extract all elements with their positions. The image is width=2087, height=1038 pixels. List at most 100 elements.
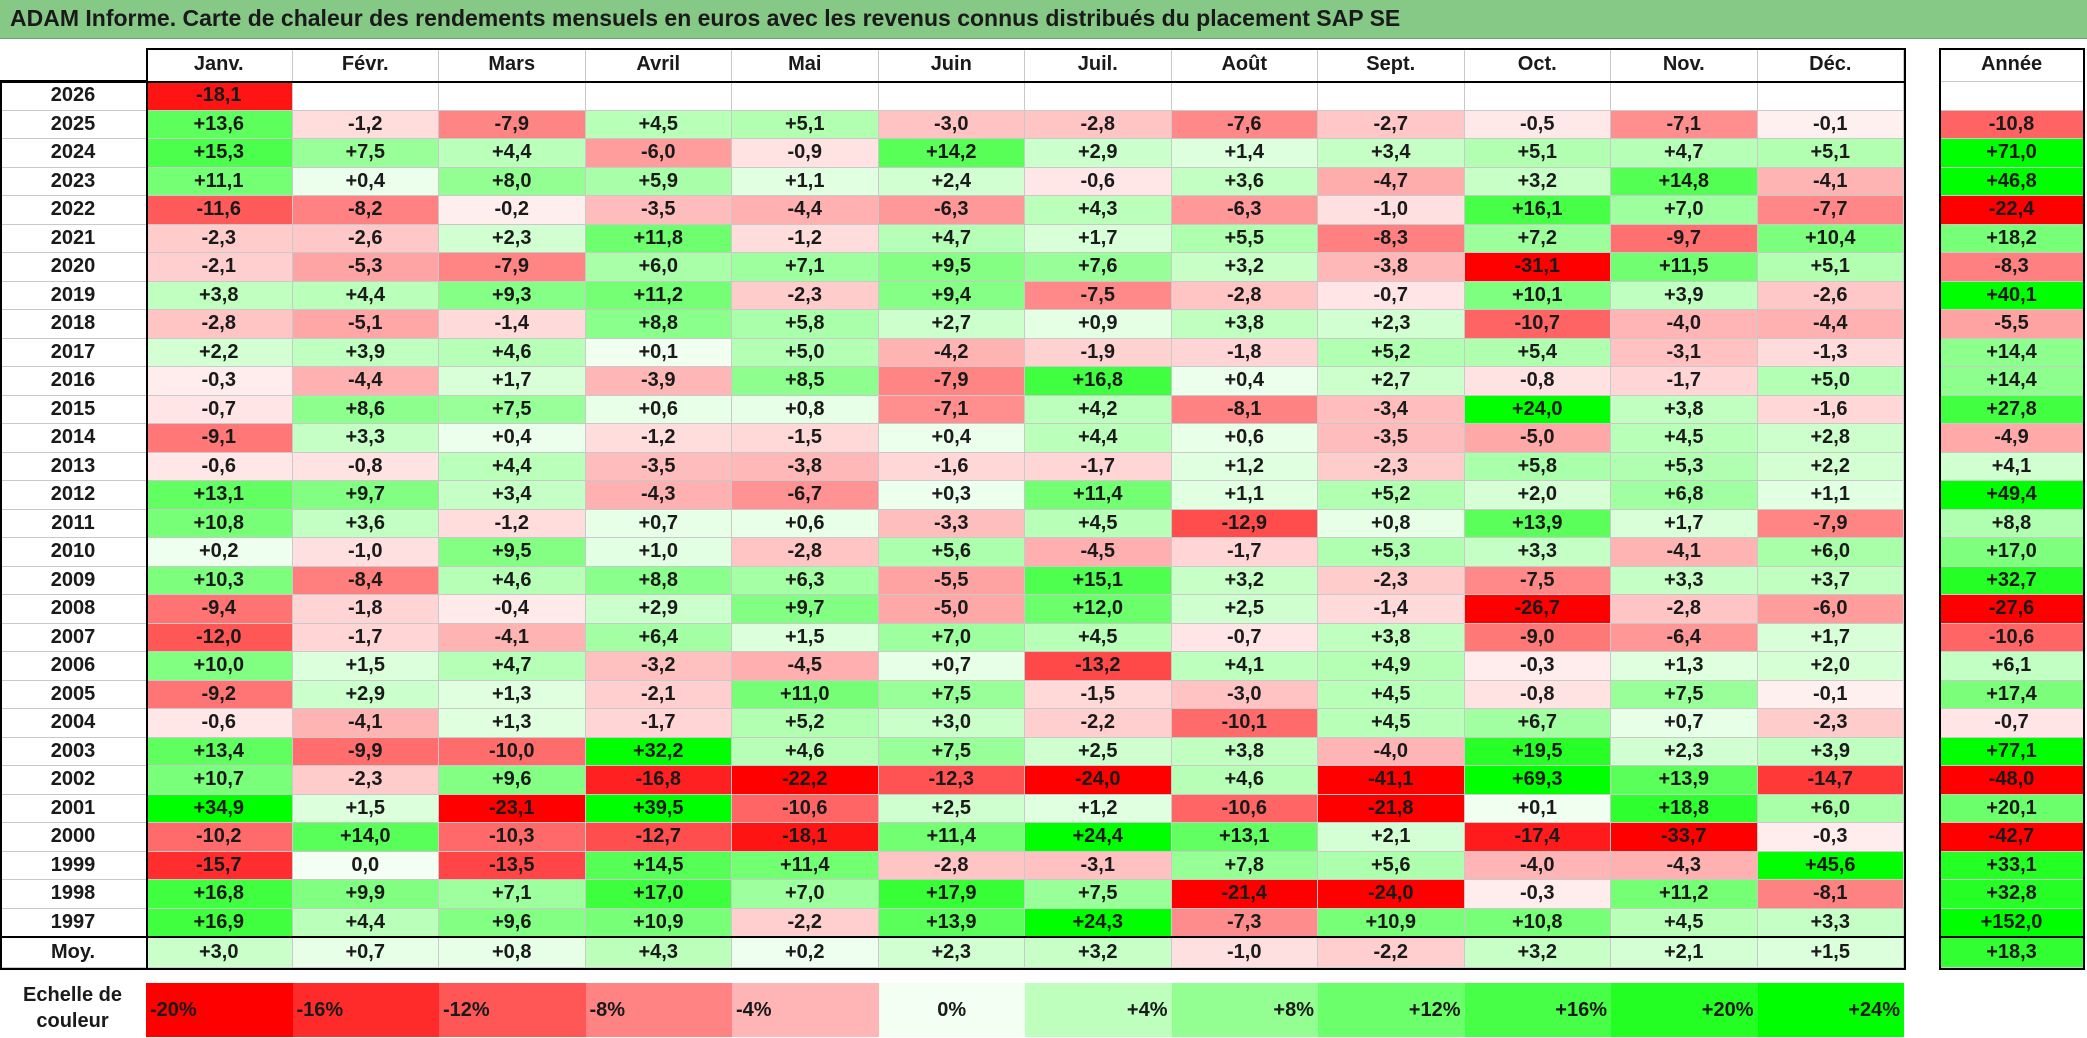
- heatmap-cell: +11,4: [732, 851, 879, 880]
- average-cell: -1,0: [1171, 938, 1318, 968]
- heatmap-cell: +7,1: [732, 253, 879, 282]
- heatmap-cell: +0,1: [585, 338, 732, 367]
- heatmap-cell: +13,9: [1464, 509, 1611, 538]
- heatmap-cell: -6,0: [1757, 595, 1904, 624]
- heatmap-cell: +0,7: [585, 509, 732, 538]
- heatmap-cell: +1,5: [292, 652, 439, 681]
- heatmap-cell: +17,0: [585, 880, 732, 909]
- annual-cell: -22,4: [1939, 196, 2085, 225]
- heatmap-cell: +0,6: [732, 509, 879, 538]
- annual-cell: +32,7: [1939, 566, 2085, 595]
- heatmap-cell: +6,0: [1757, 538, 1904, 567]
- heatmap-cell: +0,6: [1171, 424, 1318, 453]
- heatmap-cell: +4,5: [1318, 680, 1465, 709]
- heatmap-cell: -2,3: [1318, 566, 1465, 595]
- heatmap-cell: -2,8: [146, 310, 293, 339]
- heatmap-cell: +24,0: [1464, 395, 1611, 424]
- heatmap-cell: +3,9: [292, 338, 439, 367]
- heatmap-cell: +11,2: [1611, 880, 1758, 909]
- heatmap-cell: -1,5: [732, 424, 879, 453]
- year-label: 2016: [0, 367, 146, 396]
- heatmap-cell: -0,5: [1464, 110, 1611, 139]
- heatmap-cell: +3,0: [878, 709, 1025, 738]
- year-label: 2023: [0, 167, 146, 196]
- heatmap-cell: +2,3: [1611, 737, 1758, 766]
- year-label: 2018: [0, 310, 146, 339]
- heatmap-cell: +5,6: [878, 538, 1025, 567]
- heatmap-cell: +9,6: [439, 766, 586, 795]
- heatmap-cell: +3,8: [146, 281, 293, 310]
- color-scale-label-line1: Echelle de: [23, 984, 122, 1006]
- heatmap-cell: +3,3: [1464, 538, 1611, 567]
- annual-cell: +33,1: [1939, 851, 2085, 880]
- heatmap-cell: +9,5: [439, 538, 586, 567]
- heatmap-cell: +5,3: [1611, 452, 1758, 481]
- heatmap-cell: +5,2: [1318, 481, 1465, 510]
- heatmap-cell: +5,8: [732, 310, 879, 339]
- average-label: Moy.: [0, 938, 146, 968]
- heatmap-cell: +15,3: [146, 139, 293, 168]
- average-cell: +3,2: [1025, 938, 1172, 968]
- heatmap-cell: +3,3: [1611, 566, 1758, 595]
- heatmap-cell: -0,7: [146, 395, 293, 424]
- heatmap-cell: -12,9: [1171, 509, 1318, 538]
- month-header: Oct.: [1464, 48, 1611, 82]
- heatmap-cell: +0,8: [732, 395, 879, 424]
- heatmap-cell: -18,1: [146, 82, 293, 111]
- heatmap-cell: +1,2: [1171, 452, 1318, 481]
- heatmap-cell: -7,3: [1171, 908, 1318, 937]
- heatmap-cell: +16,9: [146, 908, 293, 937]
- heatmap-cell: +9,7: [732, 595, 879, 624]
- heatmap-cell: -1,8: [1171, 338, 1318, 367]
- heatmap-cell: +10,1: [1464, 281, 1611, 310]
- heatmap-cell: -1,6: [878, 452, 1025, 481]
- heatmap-cell: -2,8: [1025, 110, 1172, 139]
- annual-cell: +17,4: [1939, 680, 2085, 709]
- annual-cell: -10,6: [1939, 623, 2085, 652]
- heatmap-cell: +13,4: [146, 737, 293, 766]
- chart-title: ADAM Informe. Carte de chaleur des rende…: [10, 5, 1401, 31]
- heatmap-cell: +9,4: [878, 281, 1025, 310]
- heatmap-cell: -9,1: [146, 424, 293, 453]
- heatmap-cell: +10,8: [1464, 908, 1611, 937]
- heatmap-cell: +5,3: [1318, 538, 1465, 567]
- heatmap-cell: +6,8: [1611, 481, 1758, 510]
- color-scale-label: Echelle de couleur: [0, 982, 145, 1038]
- annual-cell: -27,6: [1939, 595, 2085, 624]
- heatmap-cell: [1464, 82, 1611, 111]
- heatmap-cell: -3,5: [1318, 424, 1465, 453]
- heatmap-cell: +13,9: [1611, 766, 1758, 795]
- heatmap-cell: +7,1: [439, 880, 586, 909]
- heatmap-cell: -5,0: [1464, 424, 1611, 453]
- heatmap-cell: +6,0: [1757, 794, 1904, 823]
- heatmap-cell: +1,3: [439, 680, 586, 709]
- heatmap-cell: +3,9: [1757, 737, 1904, 766]
- heatmap-cell: +2,5: [878, 794, 1025, 823]
- heatmap-cell: -1,9: [1025, 338, 1172, 367]
- heatmap-cell: -7,5: [1025, 281, 1172, 310]
- heatmap-cell: -2,3: [146, 224, 293, 253]
- heatmap-cell: +6,7: [1464, 709, 1611, 738]
- heatmap-cell: -3,9: [585, 367, 732, 396]
- heatmap-cell: -10,3: [439, 823, 586, 852]
- heatmap-cell: +5,0: [1757, 367, 1904, 396]
- heatmap-cell: +0,9: [1025, 310, 1172, 339]
- heatmap-cell: -8,2: [292, 196, 439, 225]
- heatmap-cell: +3,3: [292, 424, 439, 453]
- heatmap-cell: -10,7: [1464, 310, 1611, 339]
- heatmap-cell: +3,9: [1611, 281, 1758, 310]
- heatmap-cell: -1,4: [439, 310, 586, 339]
- year-label: 2006: [0, 652, 146, 681]
- color-scale-step: +8%: [1171, 983, 1318, 1037]
- heatmap-cell: +4,6: [732, 737, 879, 766]
- month-header: Juil.: [1025, 48, 1172, 82]
- heatmap-cell: -10,0: [439, 737, 586, 766]
- color-scale-label-line2: couleur: [36, 1010, 109, 1032]
- heatmap-cell: [1171, 82, 1318, 111]
- heatmap-cell: +4,4: [1025, 424, 1172, 453]
- average-cell: +3,2: [1464, 938, 1611, 968]
- heatmap-cell: -3,8: [1318, 253, 1465, 282]
- year-label: 2011: [0, 509, 146, 538]
- heatmap-cell: -3,2: [585, 652, 732, 681]
- color-scale-step: -16%: [292, 983, 439, 1037]
